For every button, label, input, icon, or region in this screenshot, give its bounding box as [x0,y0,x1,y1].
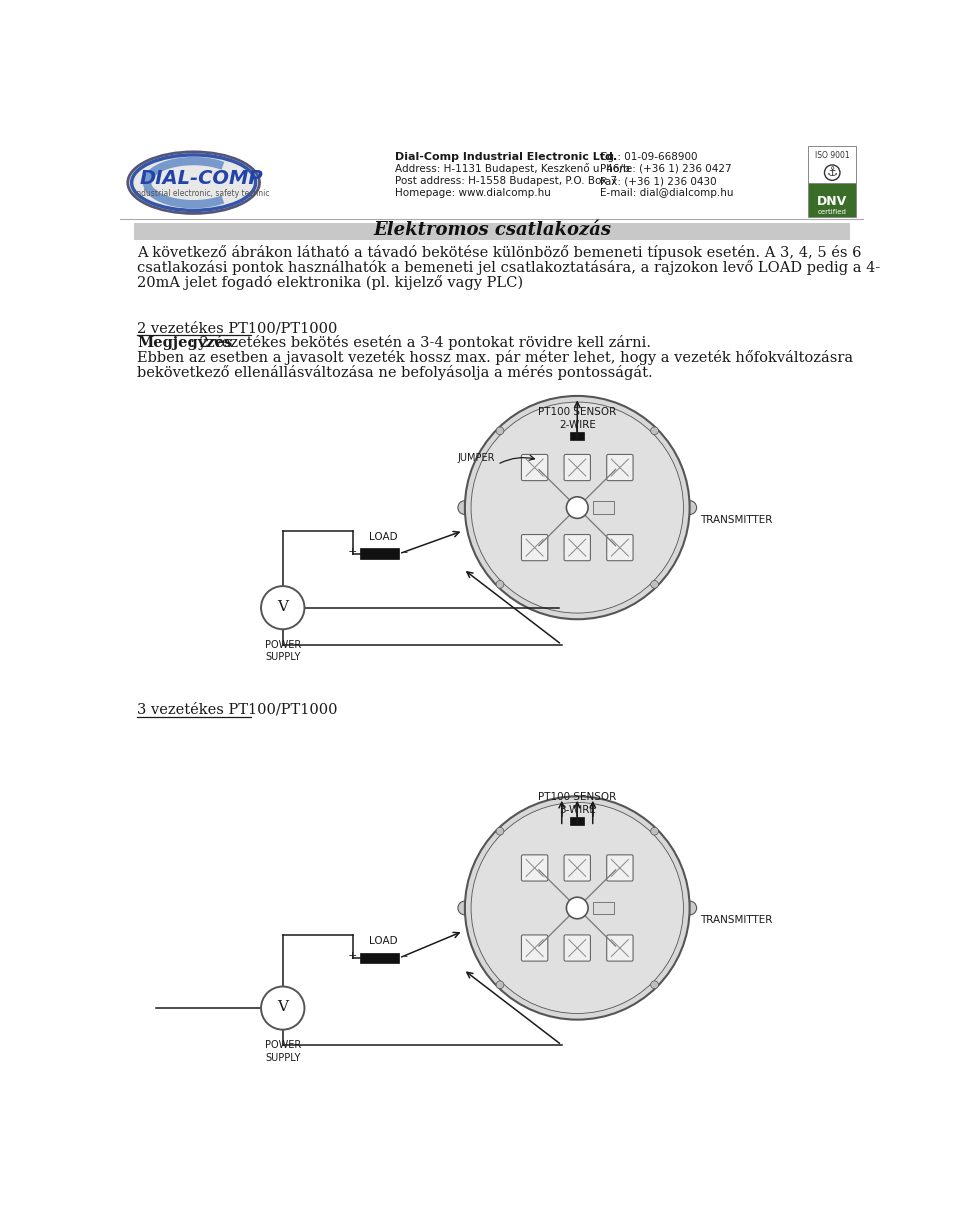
Text: Homepage: www.dialcomp.hu: Homepage: www.dialcomp.hu [396,188,551,199]
Text: TRANSMITTER: TRANSMITTER [701,915,773,925]
Circle shape [496,981,504,988]
Circle shape [261,987,304,1029]
FancyBboxPatch shape [564,935,590,961]
Circle shape [683,500,697,515]
Circle shape [458,901,472,915]
Text: Post address: H-1558 Budapest, P.O. Box 7: Post address: H-1558 Budapest, P.O. Box … [396,176,617,186]
Text: bekövetkező ellenállásváltozása ne befolyásolja a mérés pontosságát.: bekövetkező ellenállásváltozása ne befol… [137,364,653,380]
FancyBboxPatch shape [521,534,548,561]
Bar [360,549,399,560]
Bar [570,432,585,439]
Text: Elektromos csatlakozás: Elektromos csatlakozás [373,221,611,239]
Circle shape [825,165,840,181]
Text: POWER
SUPPLY: POWER SUPPLY [265,1040,300,1062]
FancyBboxPatch shape [564,855,590,881]
Circle shape [261,586,304,629]
Text: PT100 SENSOR
2-WIRE: PT100 SENSOR 2-WIRE [539,408,616,430]
FancyBboxPatch shape [607,534,633,561]
Circle shape [651,580,659,589]
Circle shape [471,402,684,613]
Circle shape [496,828,504,835]
Circle shape [496,427,504,435]
Text: +: + [348,952,357,961]
Text: Phone: (+36 1) 236 0427: Phone: (+36 1) 236 0427 [601,164,732,174]
Text: Ebben az esetben a javasolt vezeték hossz max. pár méter lehet, hogy a vezeték h: Ebben az esetben a javasolt vezeték hoss… [137,350,853,365]
Text: E-mail: dial@dialcomp.hu: E-mail: dial@dialcomp.hu [601,188,734,199]
FancyBboxPatch shape [607,935,633,961]
Text: V: V [277,600,288,614]
Circle shape [566,897,588,919]
Circle shape [651,828,659,835]
Text: TRANSMITTER: TRANSMITTER [701,515,773,524]
Text: 20mA jelet fogadó elektronika (pl. kijelző vagy PLC): 20mA jelet fogadó elektronika (pl. kijel… [137,274,523,290]
Circle shape [496,580,504,589]
Bar [808,182,856,216]
Text: certified: certified [818,209,847,215]
Circle shape [471,802,684,1014]
Circle shape [458,500,472,515]
Bar [134,222,850,239]
Text: ⚓: ⚓ [827,166,838,180]
Text: PT100 SENSOR
3-WIRE: PT100 SENSOR 3-WIRE [539,793,616,815]
Text: -: - [403,952,407,961]
Text: Address: H-1131 Budapest, Keszkenő u. 46/b: Address: H-1131 Budapest, Keszkenő u. 46… [396,163,630,174]
Text: industrial electronic, safety technic: industrial electronic, safety technic [133,189,269,198]
Circle shape [651,981,659,988]
Bar [120,146,864,219]
Text: ISO 9001: ISO 9001 [815,151,850,160]
Text: A következő ábrákon látható a távadó bekötése különböző bemeneti típusok esetén.: A következő ábrákon látható a távadó bek… [137,245,861,260]
Text: -: - [403,548,407,557]
Bar [808,146,856,182]
Text: DIAL-COMP: DIAL-COMP [139,169,263,187]
FancyBboxPatch shape [521,454,548,481]
Ellipse shape [128,152,259,214]
Text: csatlakozási pontok használhatók a bemeneti jel csatlakoztatására, a rajzokon le: csatlakozási pontok használhatók a bemen… [137,260,880,274]
Bar [592,902,614,914]
FancyBboxPatch shape [564,454,590,481]
Text: LOAD: LOAD [370,936,397,946]
Text: LOAD: LOAD [370,532,397,541]
Text: V: V [277,1000,288,1015]
FancyBboxPatch shape [607,454,633,481]
FancyBboxPatch shape [521,935,548,961]
Circle shape [683,901,697,915]
FancyBboxPatch shape [607,855,633,881]
Circle shape [566,497,588,518]
Circle shape [465,396,689,619]
Text: Megjegyzés: Megjegyzés [137,335,232,351]
Bar [570,817,585,824]
Text: Dial-Comp Industrial Electronic Ltd.: Dial-Comp Industrial Electronic Ltd. [396,152,617,161]
Text: : 2 vezetékes bekötés esetén a 3-4 pontokat rövidre kell zárni.: : 2 vezetékes bekötés esetén a 3-4 ponto… [190,335,651,351]
Circle shape [651,427,659,435]
Bar [360,953,399,964]
Text: 3 vezetékes PT100/PT1000: 3 vezetékes PT100/PT1000 [137,703,338,717]
Text: +: + [348,548,357,557]
Text: JUMPER: JUMPER [457,453,494,464]
FancyBboxPatch shape [521,855,548,881]
Text: Fax: (+36 1) 236 0430: Fax: (+36 1) 236 0430 [601,176,717,186]
Text: 2 vezetékes PT100/PT1000: 2 vezetékes PT100/PT1000 [137,320,337,335]
Circle shape [465,796,689,1020]
Text: Cg.: 01-09-668900: Cg.: 01-09-668900 [601,152,698,161]
FancyBboxPatch shape [564,534,590,561]
Bar [592,501,614,514]
Text: POWER
SUPPLY: POWER SUPPLY [265,640,300,663]
Text: DNV: DNV [817,195,848,208]
